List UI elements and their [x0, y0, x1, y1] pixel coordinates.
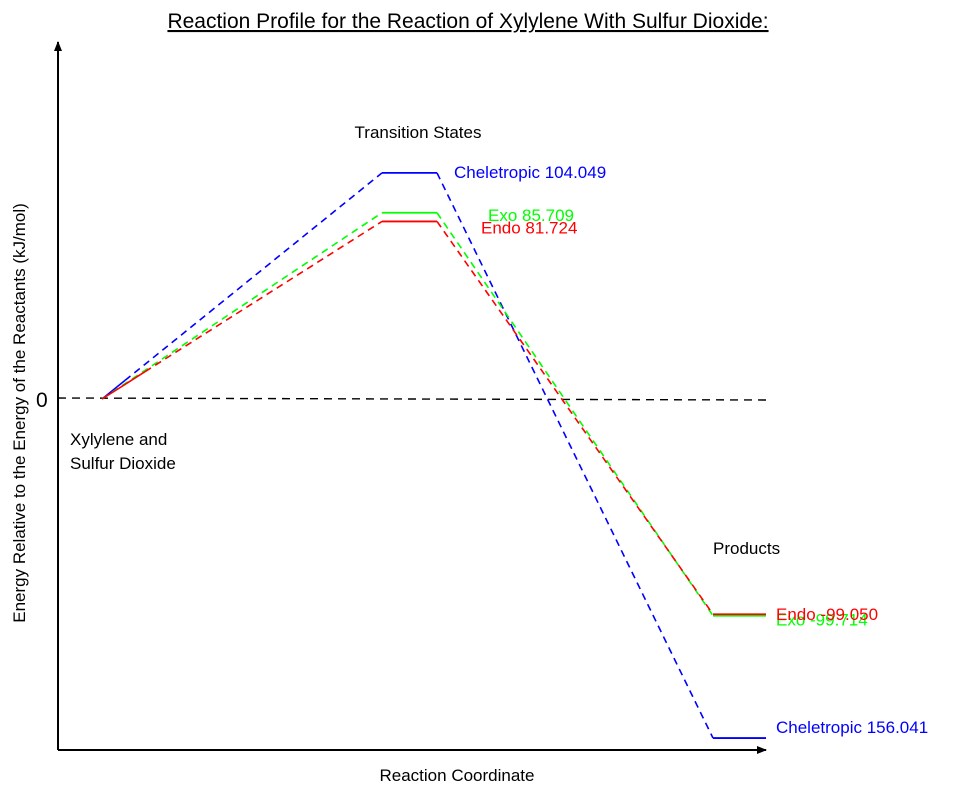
endo-reactant-segment [101, 371, 146, 400]
zero-reference-line [57, 397, 767, 401]
transition-states-label: Transition States [355, 123, 482, 142]
endo-ts-label: Endo 81.724 [481, 218, 577, 237]
series-endo: Endo 81.724 Endo -99.050 [101, 218, 878, 624]
cheletropic-rise-line [124, 172, 383, 382]
endo-rise-line [144, 220, 383, 373]
cheletropic-ts-label: Cheletropic 104.049 [454, 163, 606, 182]
exo-rise-line [101, 212, 383, 400]
exo-fall-line [436, 212, 714, 617]
chart-title: Reaction Profile for the Reaction of Xyl… [167, 10, 768, 33]
reactants-label-line2: Sulfur Dioxide [70, 454, 176, 473]
series-cheletropic: Cheletropic 104.049 Cheletropic 156.041 [101, 163, 928, 739]
y-axis-label: Energy Relative to the Energy of the Rea… [10, 203, 29, 623]
endo-fall-line [436, 220, 714, 615]
exo-ts-label: Exo 85.709 [488, 206, 574, 225]
reactants-label-line1: Xylylene and [70, 430, 167, 449]
series-exo: Exo 85.709 Exo -99.714 [101, 206, 868, 630]
products-label: Products [713, 539, 780, 558]
cheletropic-fall-line [436, 172, 714, 739]
endo-product-label: Endo -99.050 [776, 605, 878, 624]
reactants-label: Xylylene and Sulfur Dioxide [70, 430, 176, 473]
x-axis-label: Reaction Coordinate [380, 766, 535, 785]
zero-tick-label: 0 [36, 389, 48, 412]
cheletropic-product-label: Cheletropic 156.041 [776, 718, 928, 737]
exo-product-label: Exo -99.714 [776, 611, 868, 630]
